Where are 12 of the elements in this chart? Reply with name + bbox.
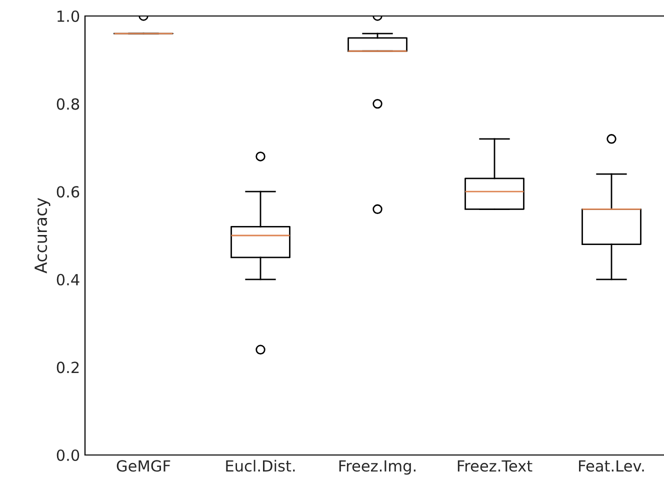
y-tick-label: 0.2: [56, 362, 79, 374]
y-tick-label: 0.4: [56, 274, 80, 286]
x-tick-label: Freez.Text: [458, 460, 532, 472]
y-tick-label: 1.0: [58, 10, 80, 22]
y-tick-label: 0.8: [56, 98, 80, 110]
x-tick-label: Eucl.Dist.: [226, 460, 295, 472]
y-tick-label: 0.6: [56, 186, 80, 198]
x-tick-label: GeMGF: [116, 460, 170, 472]
y-axis-title: Accuracy: [34, 198, 50, 274]
y-tick-label: 0.0: [56, 449, 80, 462]
x-tick-label: Freez.Img.: [339, 460, 416, 475]
x-tick-label: Feat.Lev.: [579, 460, 644, 472]
